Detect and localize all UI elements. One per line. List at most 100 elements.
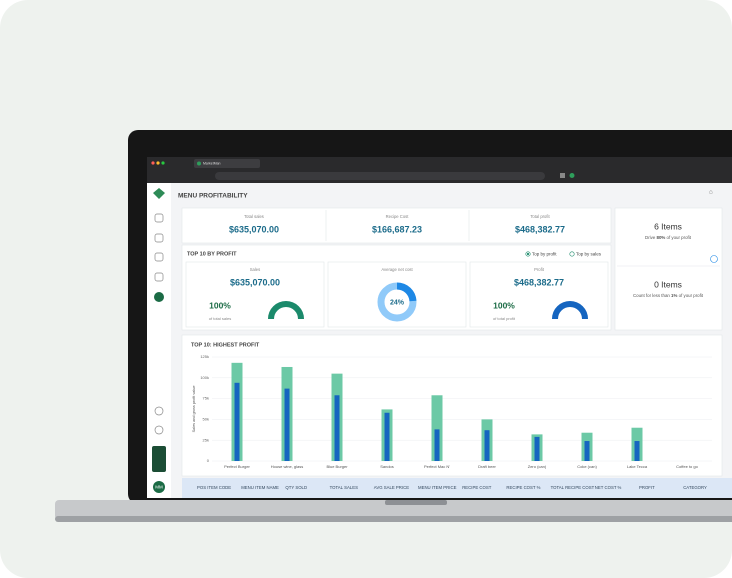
y-tick-label: 125k: [200, 354, 209, 359]
kpi-value: $468,382.77: [515, 224, 565, 234]
kpi-label: Total profit: [530, 214, 550, 219]
page-title: MENU PROFITABILITY: [178, 193, 248, 200]
radio-label[interactable]: Top by sales: [576, 251, 602, 256]
table-header-cell[interactable]: QTY SOLD: [285, 485, 307, 490]
radio[interactable]: [569, 251, 575, 257]
radio-label[interactable]: Top by profit: [532, 251, 557, 256]
table-header-cell[interactable]: MENU ITEM NAME: [241, 485, 279, 490]
nav-icon[interactable]: [154, 233, 164, 243]
nav-icon[interactable]: [154, 425, 164, 435]
browser-icon[interactable]: [560, 173, 565, 178]
summary-title: 0 Items: [654, 279, 682, 289]
metric-percent: 100%: [493, 300, 515, 310]
summary-text: Count for less than 1% of your profit: [633, 293, 704, 298]
metric-caption: of total profit: [493, 316, 516, 321]
x-tick-label: Coke (can): [577, 464, 597, 469]
tab-icon: [197, 161, 201, 166]
table-header-cell[interactable]: PROFIT: [639, 485, 655, 490]
nav-icon[interactable]: [154, 213, 164, 223]
address-bar[interactable]: [215, 172, 545, 180]
browser-icon[interactable]: [569, 173, 575, 178]
table-header-cell[interactable]: RECIPE COST: [462, 485, 492, 490]
metric-label: Sales: [250, 267, 260, 272]
x-tick-label: Perfect Mac N': [424, 464, 450, 469]
y-tick-label: 75k: [203, 396, 209, 401]
kpi-label: Total sales: [244, 214, 264, 219]
y-axis-label: Sales and gross profit value: [192, 386, 196, 433]
donut-arc: [396, 282, 417, 302]
y-tick-label: 0: [207, 458, 210, 463]
bar: [234, 382, 240, 461]
kpi-value: $166,687.23: [372, 224, 422, 234]
laptop-notch: [385, 500, 447, 505]
table-header-cell[interactable]: TOTAL RECIPE COST: [551, 485, 595, 490]
metric-value: $468,382.77: [514, 277, 564, 287]
summary-text: Drive 80% of your profit: [645, 235, 692, 240]
metric-label: Profit: [534, 267, 545, 272]
laptop-base-edge: [55, 516, 732, 522]
avatar[interactable]: [153, 481, 165, 493]
x-tick-label: Coffee to go: [676, 464, 698, 469]
summary-text-part: of your profit: [677, 293, 703, 298]
summary-highlight: 1%: [671, 293, 677, 298]
metric-label: Average net cost: [381, 267, 413, 272]
gauge-arc: [552, 301, 588, 320]
y-tick-label: 100k: [200, 375, 209, 380]
nav-icon[interactable]: [154, 406, 164, 416]
table-header-cell[interactable]: CATEGORY: [683, 485, 707, 490]
table-header-cell[interactable]: MENU ITEM PRICE: [418, 485, 457, 490]
nav-active[interactable]: [154, 292, 164, 302]
chart-title: TOP 10: HIGHEST PROFIT: [191, 342, 260, 348]
avatar-initials: MM: [155, 485, 163, 490]
window-button[interactable]: [161, 161, 165, 165]
table-header-cell[interactable]: TOTAL SALES: [330, 485, 358, 490]
table-header: [182, 478, 732, 498]
bar: [534, 436, 540, 461]
radio-dot: [526, 252, 530, 256]
browser-tab[interactable]: [194, 159, 260, 168]
kpi-row: [181, 207, 612, 244]
summary-panel: [614, 207, 723, 331]
table-header-cell[interactable]: POS ITEM CODE: [197, 485, 231, 490]
summary-title: 6 Items: [654, 221, 682, 231]
logo[interactable]: [153, 188, 165, 199]
bar: [284, 388, 290, 461]
nav-icon[interactable]: [154, 252, 164, 262]
section-title: TOP 10 BY PROFIT: [187, 251, 237, 257]
summary-text-part: of your profit: [665, 235, 691, 240]
nav-icon[interactable]: [154, 272, 164, 282]
summary-highlight: 80%: [657, 235, 666, 240]
kpi-label: Recipe Cost: [386, 214, 410, 219]
table-header-cell[interactable]: AVG SALE PRICE: [374, 485, 409, 490]
table-header-cell[interactable]: NET COST %: [595, 485, 622, 490]
summary-text-part: Count for less than: [633, 293, 671, 298]
x-tick-label: Blue Burger: [326, 464, 348, 469]
header-icon[interactable]: ⌂: [709, 190, 713, 196]
x-tick-label: Zero (can): [528, 464, 547, 469]
laptop-base: [55, 500, 732, 520]
bar: [484, 430, 490, 461]
x-tick-label: House wine, glass: [271, 464, 303, 469]
bar: [431, 395, 443, 461]
table-header-cell[interactable]: RECIPE COST %: [506, 485, 540, 490]
gauge-arc: [268, 301, 304, 320]
window-button[interactable]: [156, 161, 160, 165]
bar: [334, 395, 340, 461]
x-tick-label: Sandos: [380, 464, 394, 469]
metric-percent: 100%: [209, 300, 231, 310]
bar: [434, 429, 440, 461]
info-icon[interactable]: [710, 255, 718, 263]
y-tick-label: 50k: [203, 416, 209, 421]
bar: [384, 412, 390, 461]
x-tick-label: Draft beer: [478, 464, 496, 469]
bar: [584, 441, 590, 461]
metric-value: $635,070.00: [230, 277, 280, 287]
x-tick-label: Perfect Burger: [224, 464, 250, 469]
nav-badge[interactable]: [152, 446, 166, 472]
sidebar: [147, 183, 171, 498]
window-button[interactable]: [151, 161, 155, 165]
kpi-value: $635,070.00: [229, 224, 279, 234]
metric-caption: of total sales: [209, 316, 231, 321]
